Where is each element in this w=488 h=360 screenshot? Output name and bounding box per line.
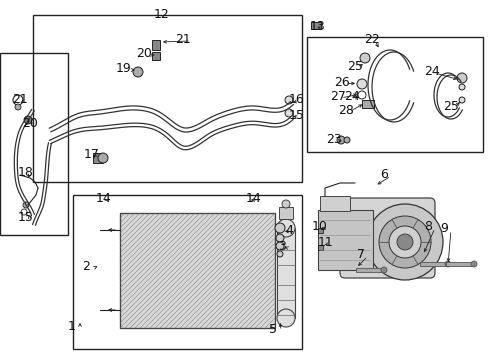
Bar [0,53,68,235]
Text: 28: 28 [337,104,353,117]
Bar [33,15,302,182]
Bar [279,207,292,219]
Text: 10: 10 [311,220,327,233]
Text: 20: 20 [22,117,38,130]
Text: 14: 14 [96,192,112,205]
FancyBboxPatch shape [339,198,434,278]
Circle shape [456,73,466,83]
Circle shape [23,202,29,208]
Text: 4: 4 [285,224,292,237]
Circle shape [276,309,294,327]
Text: 12: 12 [154,8,169,21]
Text: 6: 6 [379,168,387,181]
Bar [276,228,294,318]
Text: 3: 3 [278,240,285,253]
Circle shape [388,226,420,258]
Text: 1: 1 [68,320,76,333]
Text: 15: 15 [18,211,34,224]
Circle shape [275,234,284,242]
Circle shape [276,251,283,257]
Text: 16: 16 [288,93,304,106]
Text: 25: 25 [346,60,362,73]
Circle shape [359,53,369,63]
Circle shape [336,136,345,144]
Text: 24: 24 [423,65,439,78]
Circle shape [285,109,292,117]
Bar [317,245,323,250]
Text: 13: 13 [309,20,325,33]
Text: 17: 17 [84,148,100,161]
Text: 20: 20 [136,47,152,60]
Bar [355,268,383,272]
Text: 2: 2 [82,260,90,273]
Bar [306,37,482,152]
Circle shape [133,67,142,77]
Text: 18: 18 [18,166,34,179]
Circle shape [396,234,412,250]
Circle shape [15,104,21,110]
Text: 23: 23 [325,133,341,146]
Bar [73,195,302,349]
Circle shape [275,242,284,250]
Text: 25: 25 [442,100,458,113]
Circle shape [458,97,464,103]
Text: 27: 27 [329,90,345,103]
Text: 26: 26 [333,76,349,89]
Text: 22: 22 [363,33,379,46]
Text: 9: 9 [439,222,447,235]
Circle shape [98,153,108,163]
Bar [120,213,274,328]
Circle shape [285,96,292,104]
Bar [152,52,160,60]
Text: 7: 7 [356,248,364,261]
Text: 11: 11 [317,236,333,249]
Text: 19: 19 [116,62,131,75]
Text: 14: 14 [245,192,261,205]
Circle shape [343,137,349,143]
Text: 21: 21 [12,93,28,106]
Bar [310,22,320,29]
Bar [419,262,447,266]
Circle shape [276,219,294,237]
Bar [317,228,323,233]
Circle shape [444,261,450,267]
Text: 21: 21 [175,33,190,46]
Bar [361,100,373,108]
Text: 24: 24 [343,90,359,103]
Text: 15: 15 [288,109,304,122]
Bar [445,262,473,266]
Bar [93,153,103,163]
Circle shape [470,261,476,267]
Circle shape [458,84,464,90]
Circle shape [356,79,366,89]
Circle shape [24,116,32,124]
Bar [317,210,372,270]
Text: 8: 8 [423,220,431,233]
Circle shape [378,216,430,268]
Circle shape [274,223,285,233]
Text: 5: 5 [268,323,276,336]
Bar [152,40,160,50]
Bar [319,196,349,211]
Circle shape [282,200,289,208]
Circle shape [380,267,386,273]
Bar [120,213,274,328]
Circle shape [366,204,442,280]
